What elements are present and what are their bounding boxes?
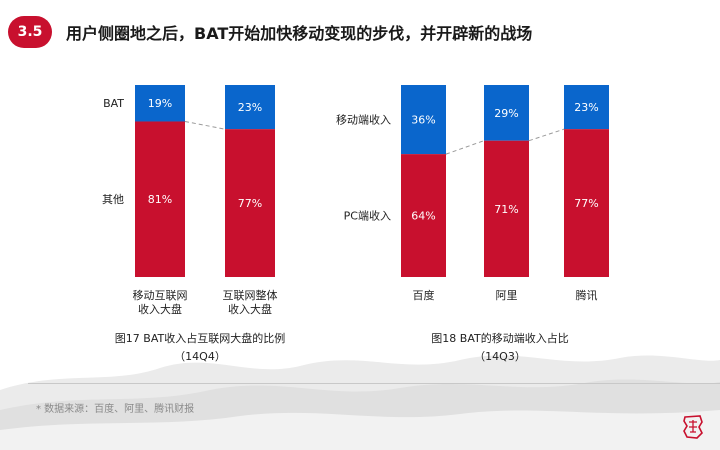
chart2-label-移动端收入-0: 36%	[411, 114, 435, 127]
chart1-category-label-0-1: 收入大盘	[138, 302, 182, 316]
chart1-legend-BAT: BAT	[103, 97, 124, 110]
chart1-category-label-1-1: 收入大盘	[228, 302, 272, 316]
seal-stamp-icon	[683, 415, 703, 439]
chart2-connector-1	[528, 128, 565, 142]
chart2-label-PC端收入-2: 77%	[574, 197, 598, 210]
chart2-bar-移动端收入-1	[484, 85, 529, 141]
chart2-connector-0	[445, 140, 485, 155]
chart2-bar-PC端收入-1	[484, 140, 529, 277]
chart1-category-label-0-0: 移动互联网	[133, 289, 188, 302]
chart2-category-label-2-0: 腾讯	[576, 288, 598, 302]
chart1-label-BAT-0: 19%	[148, 97, 172, 110]
chart2-legend-PC端收入: PC端收入	[344, 209, 391, 223]
chart1-bar-BAT-1	[225, 85, 275, 130]
chart2-category-label-1-0: 阿里	[496, 289, 518, 302]
chart2-bar-移动端收入-2	[564, 85, 609, 130]
chart2-caption-line2: （14Q3）	[474, 350, 526, 363]
chart1-category-label-1-0: 互联网整体	[223, 288, 278, 302]
chart2-bar-移动端收入-0	[401, 85, 446, 155]
chart2-caption: 图18 BAT的移动端收入占比 （14Q3）	[400, 330, 600, 366]
chart1-caption-line1: 图17 BAT收入占互联网大盘的比例	[114, 332, 286, 345]
page-title: 用户侧圈地之后，BAT开始加快移动变现的步伐，并开辟新的战场	[66, 24, 533, 43]
chart2-caption-line1: 图18 BAT的移动端收入占比	[431, 332, 569, 345]
chart1-bar-BAT-0	[135, 85, 185, 122]
chart2-legend-移动端收入: 移动端收入	[336, 113, 391, 127]
chart1-bar-其他-0	[135, 121, 185, 277]
chart1-caption-line2: （14Q4）	[174, 350, 226, 363]
chart2-bar-PC端收入-2	[564, 129, 609, 277]
chart1-caption: 图17 BAT收入占互联网大盘的比例 （14Q4）	[100, 330, 300, 366]
data-source-note: * 数据来源：百度、阿里、腾讯财报	[36, 404, 195, 415]
chart-bat-mobile-revenue-share: 36% 64% 百度 29% 71% 阿里 23% 77% 腾讯 移动端收入 PC端收入	[336, 85, 609, 302]
chart1-bar-其他-1	[225, 129, 275, 277]
chart2-label-移动端收入-1: 29%	[494, 107, 518, 120]
chart2-bar-PC端收入-0	[401, 154, 446, 277]
chart2-label-PC端收入-1: 71%	[494, 203, 518, 216]
chart2-label-移动端收入-2: 23%	[574, 101, 598, 114]
mountain-ink-background	[0, 355, 720, 450]
chart1-label-其他-0: 81%	[148, 193, 172, 206]
footer-divider	[28, 383, 720, 384]
chart2-category-label-0-0: 百度	[413, 288, 435, 302]
chart2-label-PC端收入-0: 64%	[411, 210, 435, 223]
section-number: 3.5	[17, 24, 43, 40]
chart1-legend-其他: 其他	[102, 193, 124, 206]
chart1-label-其他-1: 77%	[238, 197, 262, 210]
chart1-label-BAT-1: 23%	[238, 101, 262, 114]
section-number-badge: 3.5	[8, 16, 52, 48]
